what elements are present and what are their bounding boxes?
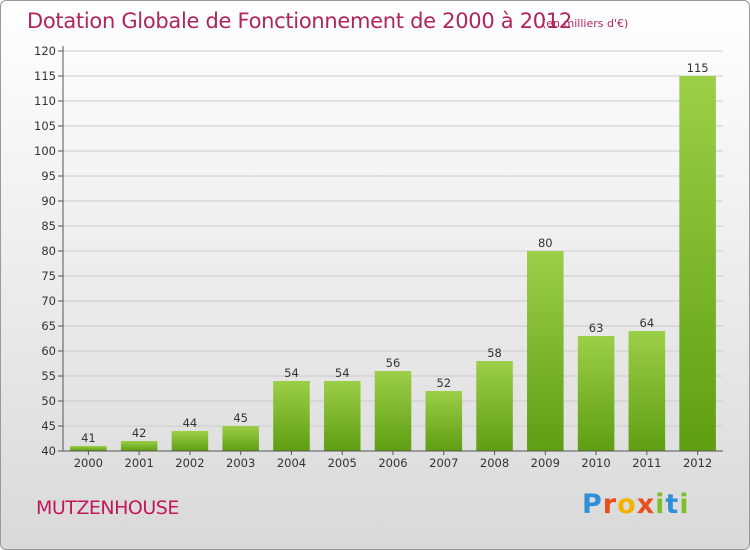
x-tick-label: 2011	[632, 456, 661, 470]
y-tick-label: 115	[34, 69, 56, 83]
chart-subtitle: (en milliers d'€)	[542, 17, 629, 30]
y-tick-label: 85	[41, 219, 56, 233]
logo-letter: i	[655, 489, 666, 520]
value-label: 115	[687, 61, 709, 75]
bar-2006	[374, 371, 412, 451]
bar-2012	[679, 76, 716, 451]
y-tick-label: 45	[41, 419, 56, 433]
value-label: 63	[589, 321, 604, 335]
bar-2005	[323, 381, 361, 451]
bar-2002	[171, 431, 209, 451]
y-tick-label: 40	[41, 444, 56, 458]
y-tick-label: 60	[41, 344, 56, 358]
x-tick-label: 2012	[683, 456, 712, 470]
x-tick-label: 2001	[125, 456, 154, 470]
commune-name: MUTZENHOUSE	[36, 497, 179, 519]
bar-2000	[70, 446, 107, 451]
bar-2009	[527, 251, 564, 451]
chart-title: Dotation Globale de Fonctionnement de 20…	[27, 9, 572, 33]
x-tick-label: 2010	[581, 456, 610, 470]
x-tick-label: 2009	[531, 456, 560, 470]
logo-letter: P	[582, 489, 603, 520]
logo-letter: o	[617, 489, 637, 520]
x-tick-label: 2003	[226, 456, 255, 470]
value-label: 54	[335, 366, 350, 380]
x-tick-label: 2005	[328, 456, 357, 470]
y-tick-label: 55	[41, 369, 56, 383]
value-label: 54	[284, 366, 299, 380]
y-tick-label: 110	[34, 94, 56, 108]
value-label: 58	[487, 346, 502, 360]
bar-2007	[425, 391, 463, 451]
value-label: 52	[436, 376, 451, 390]
y-tick-label: 100	[34, 144, 56, 158]
value-label: 64	[640, 316, 655, 330]
value-label: 42	[132, 426, 147, 440]
y-tick-label: 105	[34, 119, 56, 133]
x-tick-label: 2002	[175, 456, 204, 470]
value-label: 44	[183, 416, 198, 430]
x-tick-label: 2008	[480, 456, 509, 470]
y-tick-label: 80	[41, 244, 56, 258]
logo-letter: t	[665, 489, 680, 520]
y-tick-label: 65	[41, 319, 56, 333]
value-label: 80	[538, 236, 553, 250]
logo-letter: i	[679, 489, 690, 520]
bar-2004	[273, 381, 310, 451]
bar-2011	[628, 331, 666, 451]
bar-2010	[577, 336, 615, 451]
value-label: 56	[386, 356, 401, 370]
value-label: 41	[81, 431, 96, 445]
value-label: 45	[233, 411, 248, 425]
x-tick-label: 2006	[378, 456, 407, 470]
y-tick-label: 90	[41, 194, 56, 208]
x-tick-label: 2000	[74, 456, 103, 470]
proxiti-logo: Proxiti	[582, 489, 690, 520]
y-tick-label: 50	[41, 394, 56, 408]
y-tick-label: 95	[41, 169, 56, 183]
bar-2008	[476, 361, 513, 451]
bar-2003	[222, 426, 259, 451]
x-tick-label: 2007	[429, 456, 458, 470]
logo-letter: x	[636, 489, 656, 520]
y-tick-label: 70	[41, 294, 56, 308]
x-tick-label: 2004	[277, 456, 306, 470]
y-tick-label: 75	[41, 269, 56, 283]
logo-letter: r	[602, 489, 618, 520]
y-tick-label: 120	[34, 44, 56, 58]
bar-2001	[120, 441, 158, 451]
